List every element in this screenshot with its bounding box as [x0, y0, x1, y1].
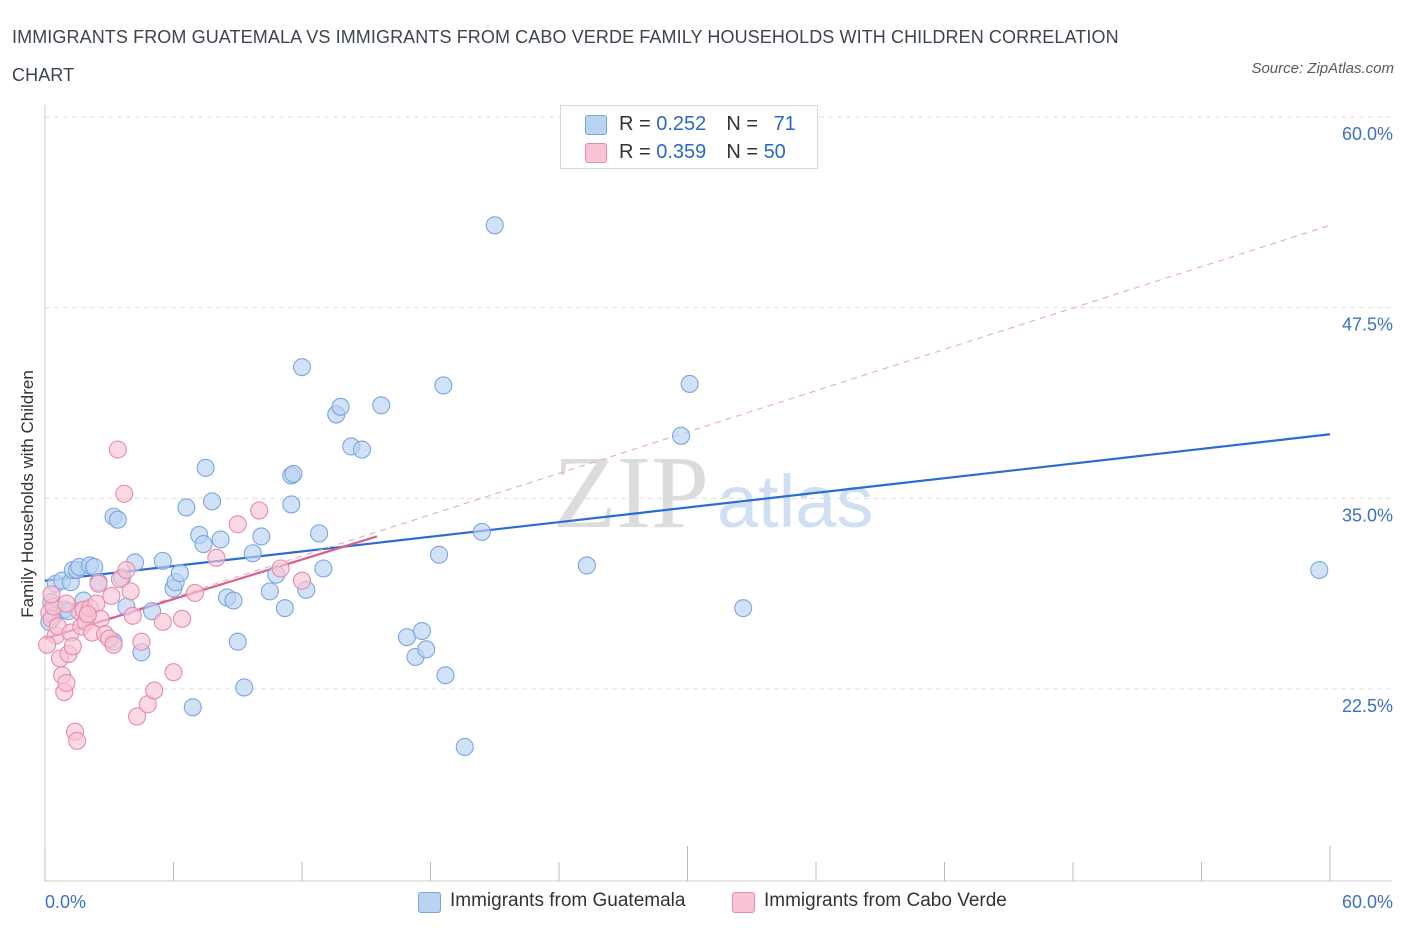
caboverde-swatch — [732, 892, 755, 913]
caboverde-point — [104, 635, 123, 654]
gridlines — [45, 116, 1392, 690]
guatemala-point — [455, 737, 474, 757]
bottom-legend-label: Immigrants from Cabo Verde — [764, 890, 1007, 911]
guatemala-point — [436, 666, 455, 685]
guatemala-point — [284, 464, 303, 483]
guatemala-point — [372, 396, 391, 415]
caboverde-point — [102, 586, 121, 606]
guatemala-point — [331, 397, 350, 416]
guatemala-point — [235, 678, 254, 697]
caboverde-point — [121, 582, 140, 601]
r-value-guatemala: 0.252 — [656, 113, 707, 135]
y-tick-label: 60.0% — [1342, 124, 1393, 144]
y-tick-label: 22.5% — [1342, 696, 1393, 716]
guatemala-point — [434, 376, 453, 395]
guatemala-point — [243, 544, 262, 563]
caboverde-swatch — [585, 143, 607, 163]
guatemala-point — [275, 599, 294, 618]
guatemala-point — [672, 426, 691, 445]
guatemala-point — [85, 557, 104, 577]
legend-text-guatemala: R = 0.252 N = 71 — [619, 113, 796, 136]
caboverde-point — [117, 560, 136, 580]
caboverde-point — [250, 501, 269, 520]
caboverde-point — [228, 515, 247, 534]
caboverde-point — [164, 663, 183, 682]
caboverde-point — [185, 583, 204, 602]
guatemala-point — [310, 524, 329, 543]
guatemala-point — [282, 495, 301, 514]
guatemala-point — [260, 582, 279, 601]
guatemala-point — [183, 698, 202, 717]
guatemala-point — [228, 632, 247, 651]
caboverde-point — [57, 673, 76, 692]
y-tick-label: 47.5% — [1342, 315, 1393, 335]
guatemala-point — [108, 510, 127, 529]
guatemala-point — [196, 458, 215, 477]
watermark-zip: ZIP — [553, 435, 709, 550]
r-label: R = — [619, 141, 657, 163]
caboverde-point — [173, 609, 192, 628]
n-label: N = — [726, 113, 764, 135]
caboverde-point — [42, 585, 61, 604]
guatemala-point — [485, 216, 504, 235]
guatemala-point — [177, 498, 196, 517]
x-tick-label: 60.0% — [1342, 892, 1393, 912]
caboverde-point — [78, 605, 97, 624]
guatemala-swatch — [585, 115, 607, 135]
guatemala-point — [430, 545, 449, 564]
r-label: R = — [619, 113, 657, 135]
guatemala-point — [194, 535, 213, 554]
caboverde-point — [145, 681, 164, 700]
bottom-legend-label: Immigrants from Guatemala — [450, 890, 686, 911]
tick-labels: 22.5% 35.0% 47.5% 60.0% 0.0% 60.0% — [45, 124, 1393, 912]
axes — [44, 105, 1392, 882]
n-value-guatemala: 71 — [773, 113, 796, 135]
guatemala-point — [577, 556, 596, 575]
y-tick-label: 35.0% — [1342, 505, 1393, 525]
caboverde-point — [123, 606, 142, 625]
guatemala-point — [1310, 560, 1329, 580]
guatemala-point — [412, 621, 431, 641]
n-label: N = — [726, 141, 764, 163]
guatemala-point — [472, 522, 491, 541]
guatemala-point — [680, 374, 699, 393]
legend-text-caboverde: R = 0.359 N = 50 — [619, 141, 786, 164]
caboverde-point — [153, 612, 172, 631]
caboverde-point — [108, 440, 127, 459]
caboverde-point — [38, 635, 57, 654]
caboverde-point — [132, 632, 151, 651]
source-label: Source: ZipAtlas.com — [1251, 60, 1394, 77]
caboverde-point — [115, 484, 134, 503]
guatemala-swatch — [418, 892, 441, 913]
guatemala-point — [314, 559, 333, 578]
guatemala-point — [292, 358, 312, 377]
guatemala-point — [203, 492, 222, 511]
guatemala-point — [352, 440, 372, 459]
guatemala-point — [224, 591, 243, 610]
guatemala-point — [417, 640, 436, 659]
caboverde-point — [57, 594, 76, 613]
data-points — [38, 216, 1329, 757]
caboverde-point — [207, 548, 226, 567]
chart-title: IMMIGRANTS FROM GUATEMALA VS IMMIGRANTS … — [12, 27, 1119, 85]
r-value-caboverde: 0.359 — [656, 141, 707, 163]
y-axis-title: Family Households with Children — [18, 370, 37, 618]
guatemala-point — [143, 602, 162, 621]
guatemala-point — [252, 527, 271, 546]
caboverde-point — [292, 571, 312, 590]
caboverde-point — [271, 559, 290, 578]
caboverde-point — [89, 574, 108, 593]
guatemala-point — [211, 530, 230, 549]
correlation-legend: R = 0.252 N = 71 R = 0.359 N = 50 — [560, 105, 818, 169]
caboverde-point — [63, 637, 82, 656]
guatemala-point — [153, 551, 172, 570]
caboverde-point — [128, 707, 147, 726]
guatemala-point — [170, 564, 189, 583]
n-value-caboverde: 50 — [763, 141, 786, 163]
x-tick-label: 0.0% — [45, 892, 86, 912]
caboverde-point — [68, 731, 87, 750]
guatemala-point — [734, 599, 753, 618]
